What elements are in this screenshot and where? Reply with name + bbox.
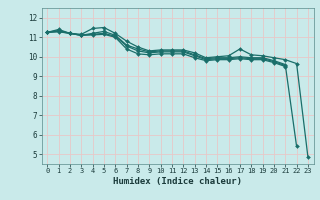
X-axis label: Humidex (Indice chaleur): Humidex (Indice chaleur) [113, 177, 242, 186]
